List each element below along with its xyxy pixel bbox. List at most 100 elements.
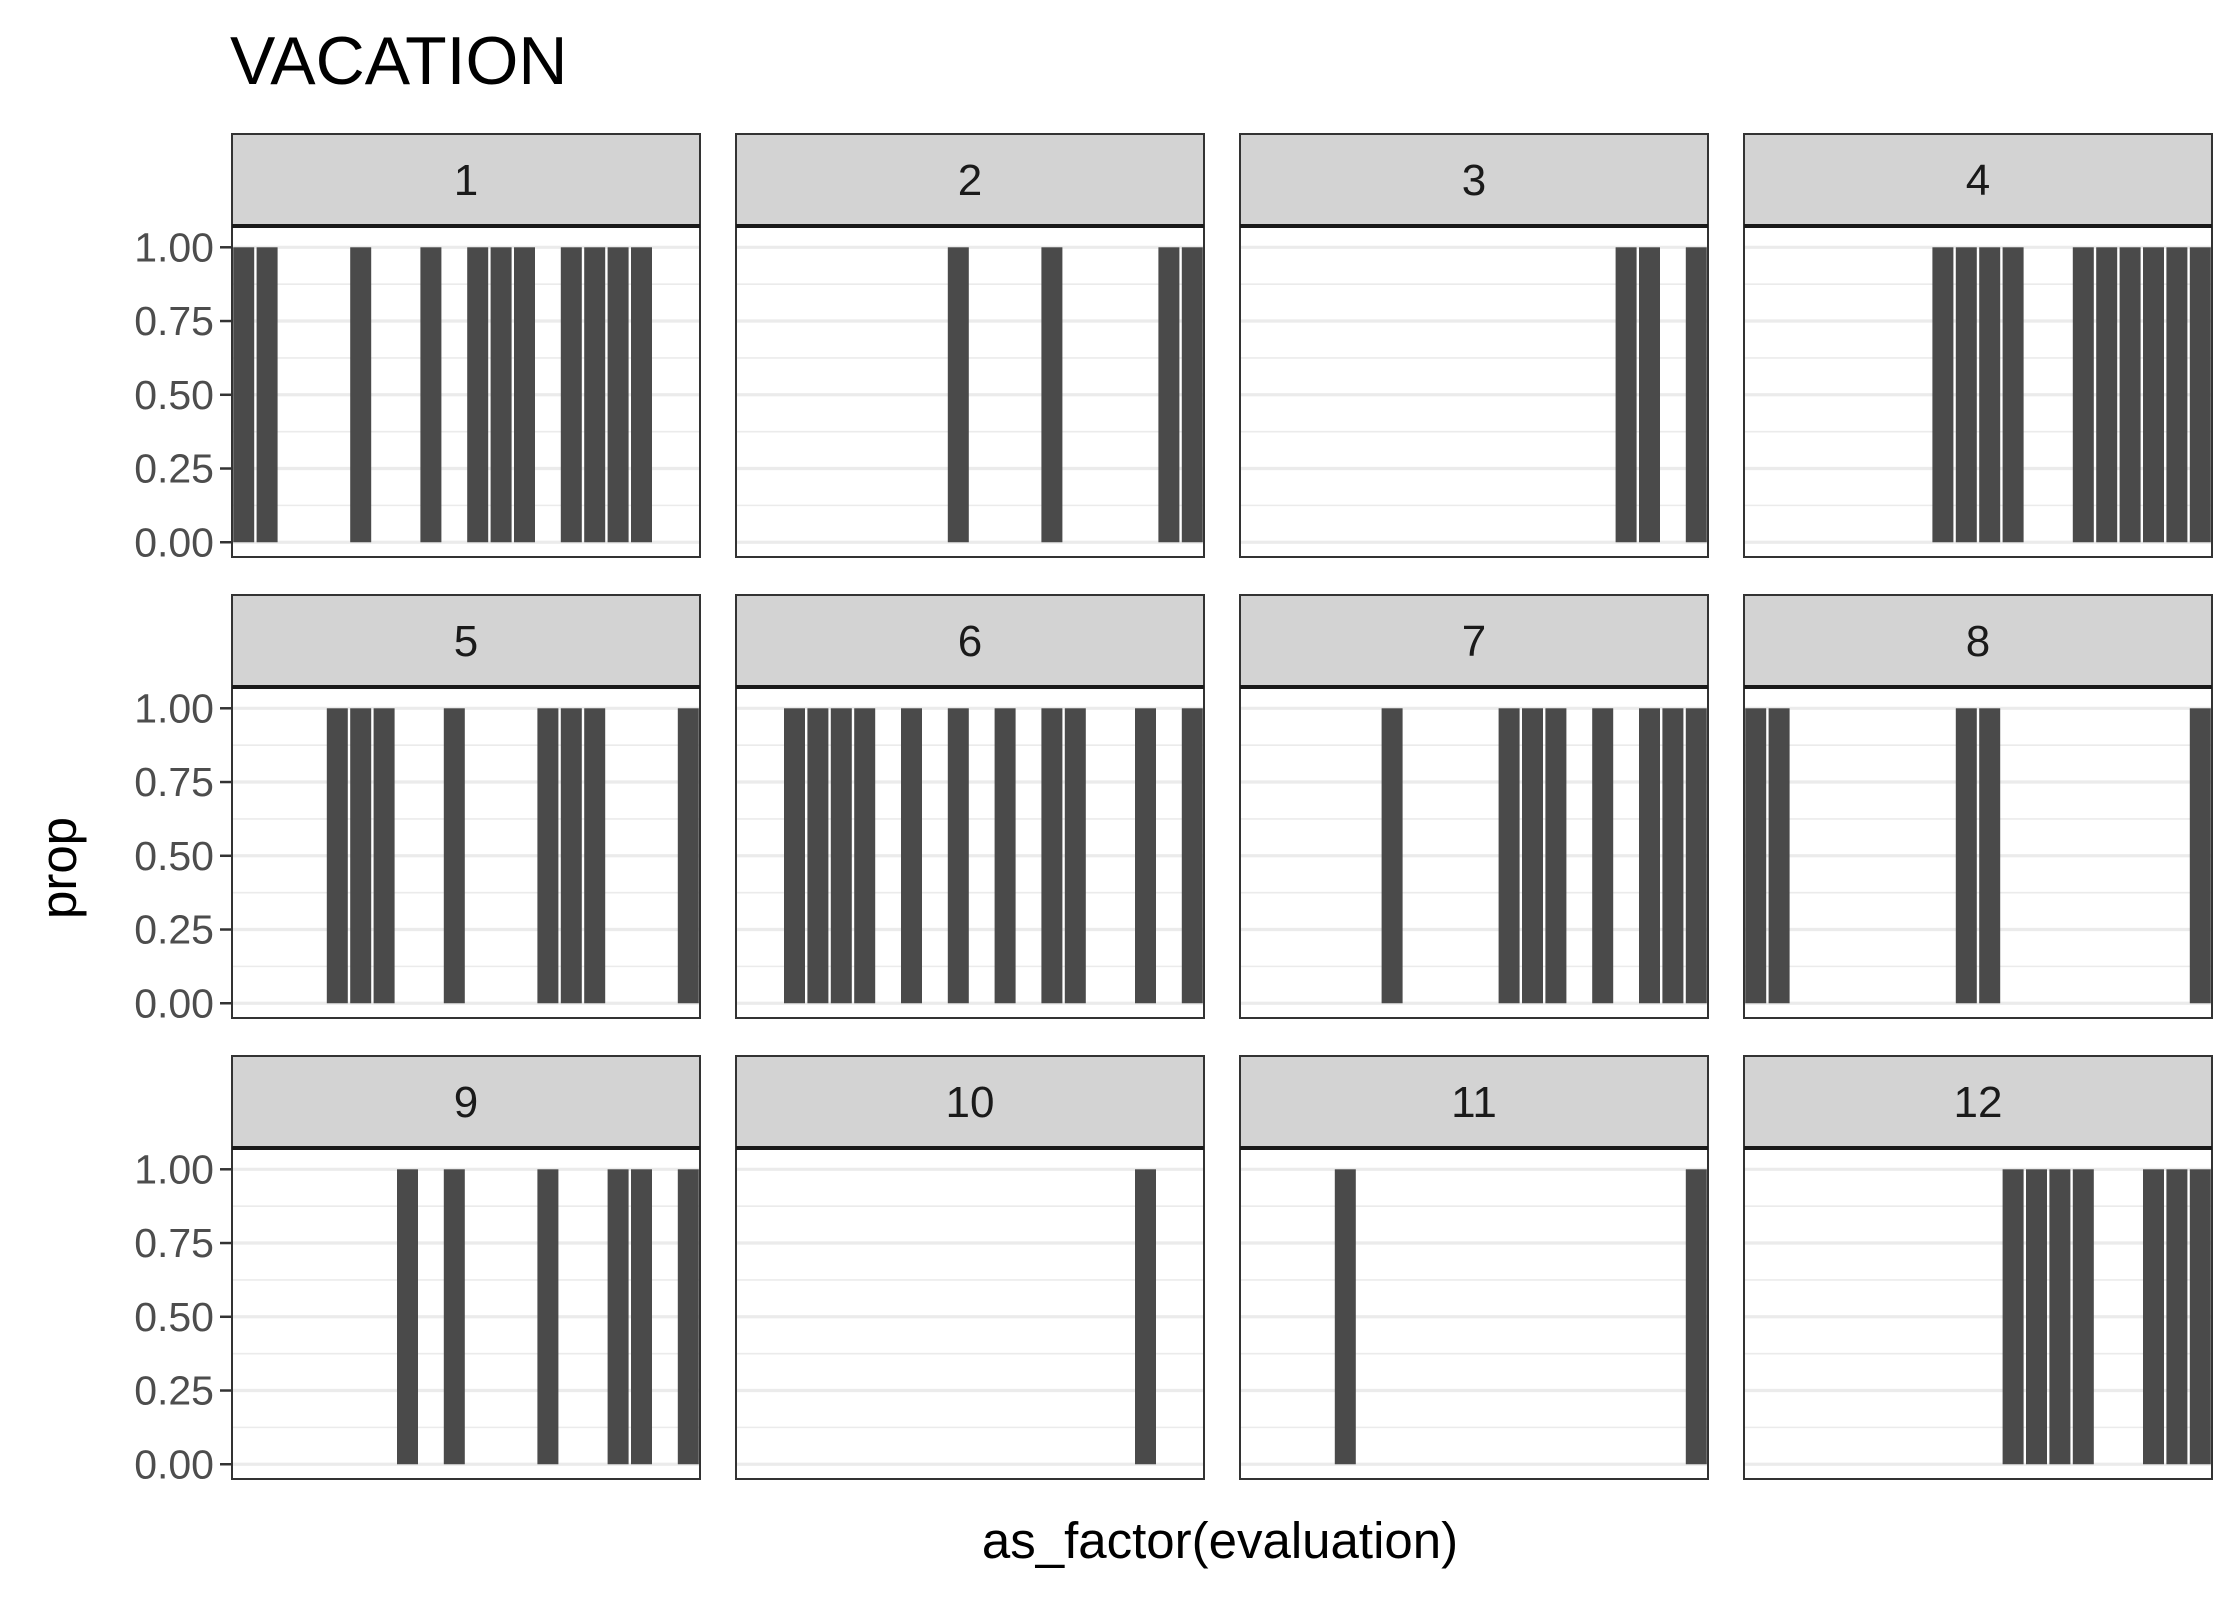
facet-panel: 4 (1743, 133, 2213, 558)
facet-strip (1743, 133, 2213, 227)
bar (584, 708, 606, 1004)
y-axis-title: prop (30, 817, 87, 919)
bar (560, 708, 582, 1004)
bar (677, 1169, 699, 1465)
bar (1639, 708, 1660, 1004)
y-axis-tick-label: 0.75 (134, 759, 214, 805)
bar (1932, 247, 1954, 543)
y-axis-tick-label: 0.00 (134, 980, 214, 1026)
bar (490, 247, 512, 543)
bar (2026, 1169, 2047, 1465)
bar (1955, 247, 1977, 543)
y-axis-tick-label: 0.25 (134, 1368, 214, 1414)
bar (607, 247, 629, 543)
bar (1181, 708, 1203, 1004)
facet-panel: 8 (1743, 594, 2213, 1019)
bar (2143, 1169, 2164, 1465)
bar (1979, 247, 2001, 543)
facet-plot-background (1240, 1148, 1708, 1479)
bar (947, 247, 969, 543)
facet-strip (1239, 1055, 1709, 1149)
y-axis-tick-label: 1.00 (134, 224, 214, 270)
bar (607, 1169, 629, 1465)
y-axis-tick-label: 1.00 (134, 1146, 214, 1192)
facet-panels: 1 0.00 0.25 0.50 0.75 1.00 2 3 4 5 0.00 0.25 0.50 0.7… (134, 133, 2213, 1487)
facet-panel: 5 0.00 0.25 0.50 0.75 1.00 (134, 594, 701, 1026)
facet-strip (1239, 133, 1709, 227)
bar (1639, 247, 1660, 543)
facet-strip-label: 11 (1451, 1078, 1497, 1127)
bar (256, 247, 278, 543)
bar (1685, 247, 1707, 543)
bar (233, 247, 255, 543)
facet-plot-background (232, 687, 700, 1018)
facet-plot-background (232, 1148, 700, 1479)
bar (2166, 247, 2188, 543)
bar (2002, 1169, 2024, 1465)
bar (1545, 708, 1567, 1004)
bar (1158, 247, 1180, 543)
bar (397, 1169, 418, 1465)
bar (1592, 708, 1614, 1004)
bar (807, 708, 829, 1004)
facet-panel: 11 (1239, 1055, 1709, 1480)
facet-strip-label: 1 (454, 156, 478, 205)
facet-plot-background (1744, 226, 2212, 557)
chart-title: VACATION (230, 23, 568, 99)
bar (2189, 247, 2211, 543)
bar (326, 708, 348, 1004)
facet-strip (1239, 594, 1709, 688)
bar (1979, 708, 2001, 1004)
bar (1685, 708, 1707, 1004)
facet-plot-background (736, 1148, 1204, 1479)
y-axis-tick-label: 0.50 (134, 1294, 214, 1340)
bar (631, 1169, 652, 1465)
y-axis-tick-label: 0.25 (134, 907, 214, 953)
bar (1745, 708, 1767, 1004)
bar (854, 708, 876, 1004)
bar (1041, 247, 1063, 543)
bar (350, 708, 372, 1004)
facet-strip-label: 12 (1954, 1078, 2003, 1127)
facet-strip-label: 3 (1462, 156, 1486, 205)
y-axis-tick-label: 0.50 (134, 833, 214, 879)
bar (2166, 1169, 2188, 1465)
bar (560, 247, 582, 543)
y-axis-tick-label: 0.75 (134, 298, 214, 344)
y-axis-tick-label: 0.50 (134, 372, 214, 418)
facet-panel: 3 (1239, 133, 1709, 558)
facet-strip-label: 10 (946, 1078, 995, 1127)
bar (2049, 1169, 2071, 1465)
bar (901, 708, 922, 1004)
bar (584, 247, 606, 543)
facet-panel: 2 (735, 133, 1205, 558)
bar (467, 247, 489, 543)
bar (947, 708, 969, 1004)
bar (537, 1169, 559, 1465)
facet-strip-label: 8 (1966, 617, 1990, 666)
bar (631, 247, 652, 543)
bar (2189, 708, 2211, 1004)
bar (2119, 247, 2141, 543)
y-axis-tick-label: 1.00 (134, 685, 214, 731)
facet-plot-background (1744, 1148, 2212, 1479)
bar (373, 708, 395, 1004)
bar (784, 708, 805, 1004)
y-axis-tick-label: 0.25 (134, 446, 214, 492)
facet-panel: 7 (1239, 594, 1709, 1019)
facet-panel: 10 (735, 1055, 1205, 1480)
bar (1498, 708, 1520, 1004)
facet-strip (735, 594, 1205, 688)
bar (443, 1169, 465, 1465)
y-axis-tick-label: 0.00 (134, 1441, 214, 1487)
bar (1768, 708, 1790, 1004)
bar (514, 247, 535, 543)
bar (443, 708, 465, 1004)
facet-plot-background (1240, 226, 1708, 557)
facet-strip (735, 1055, 1205, 1149)
facet-strip (1743, 1055, 2213, 1149)
facet-strip (231, 594, 701, 688)
facet-strip-label: 5 (454, 617, 478, 666)
bar (677, 708, 699, 1004)
facet-strip-label: 4 (1966, 156, 1990, 205)
